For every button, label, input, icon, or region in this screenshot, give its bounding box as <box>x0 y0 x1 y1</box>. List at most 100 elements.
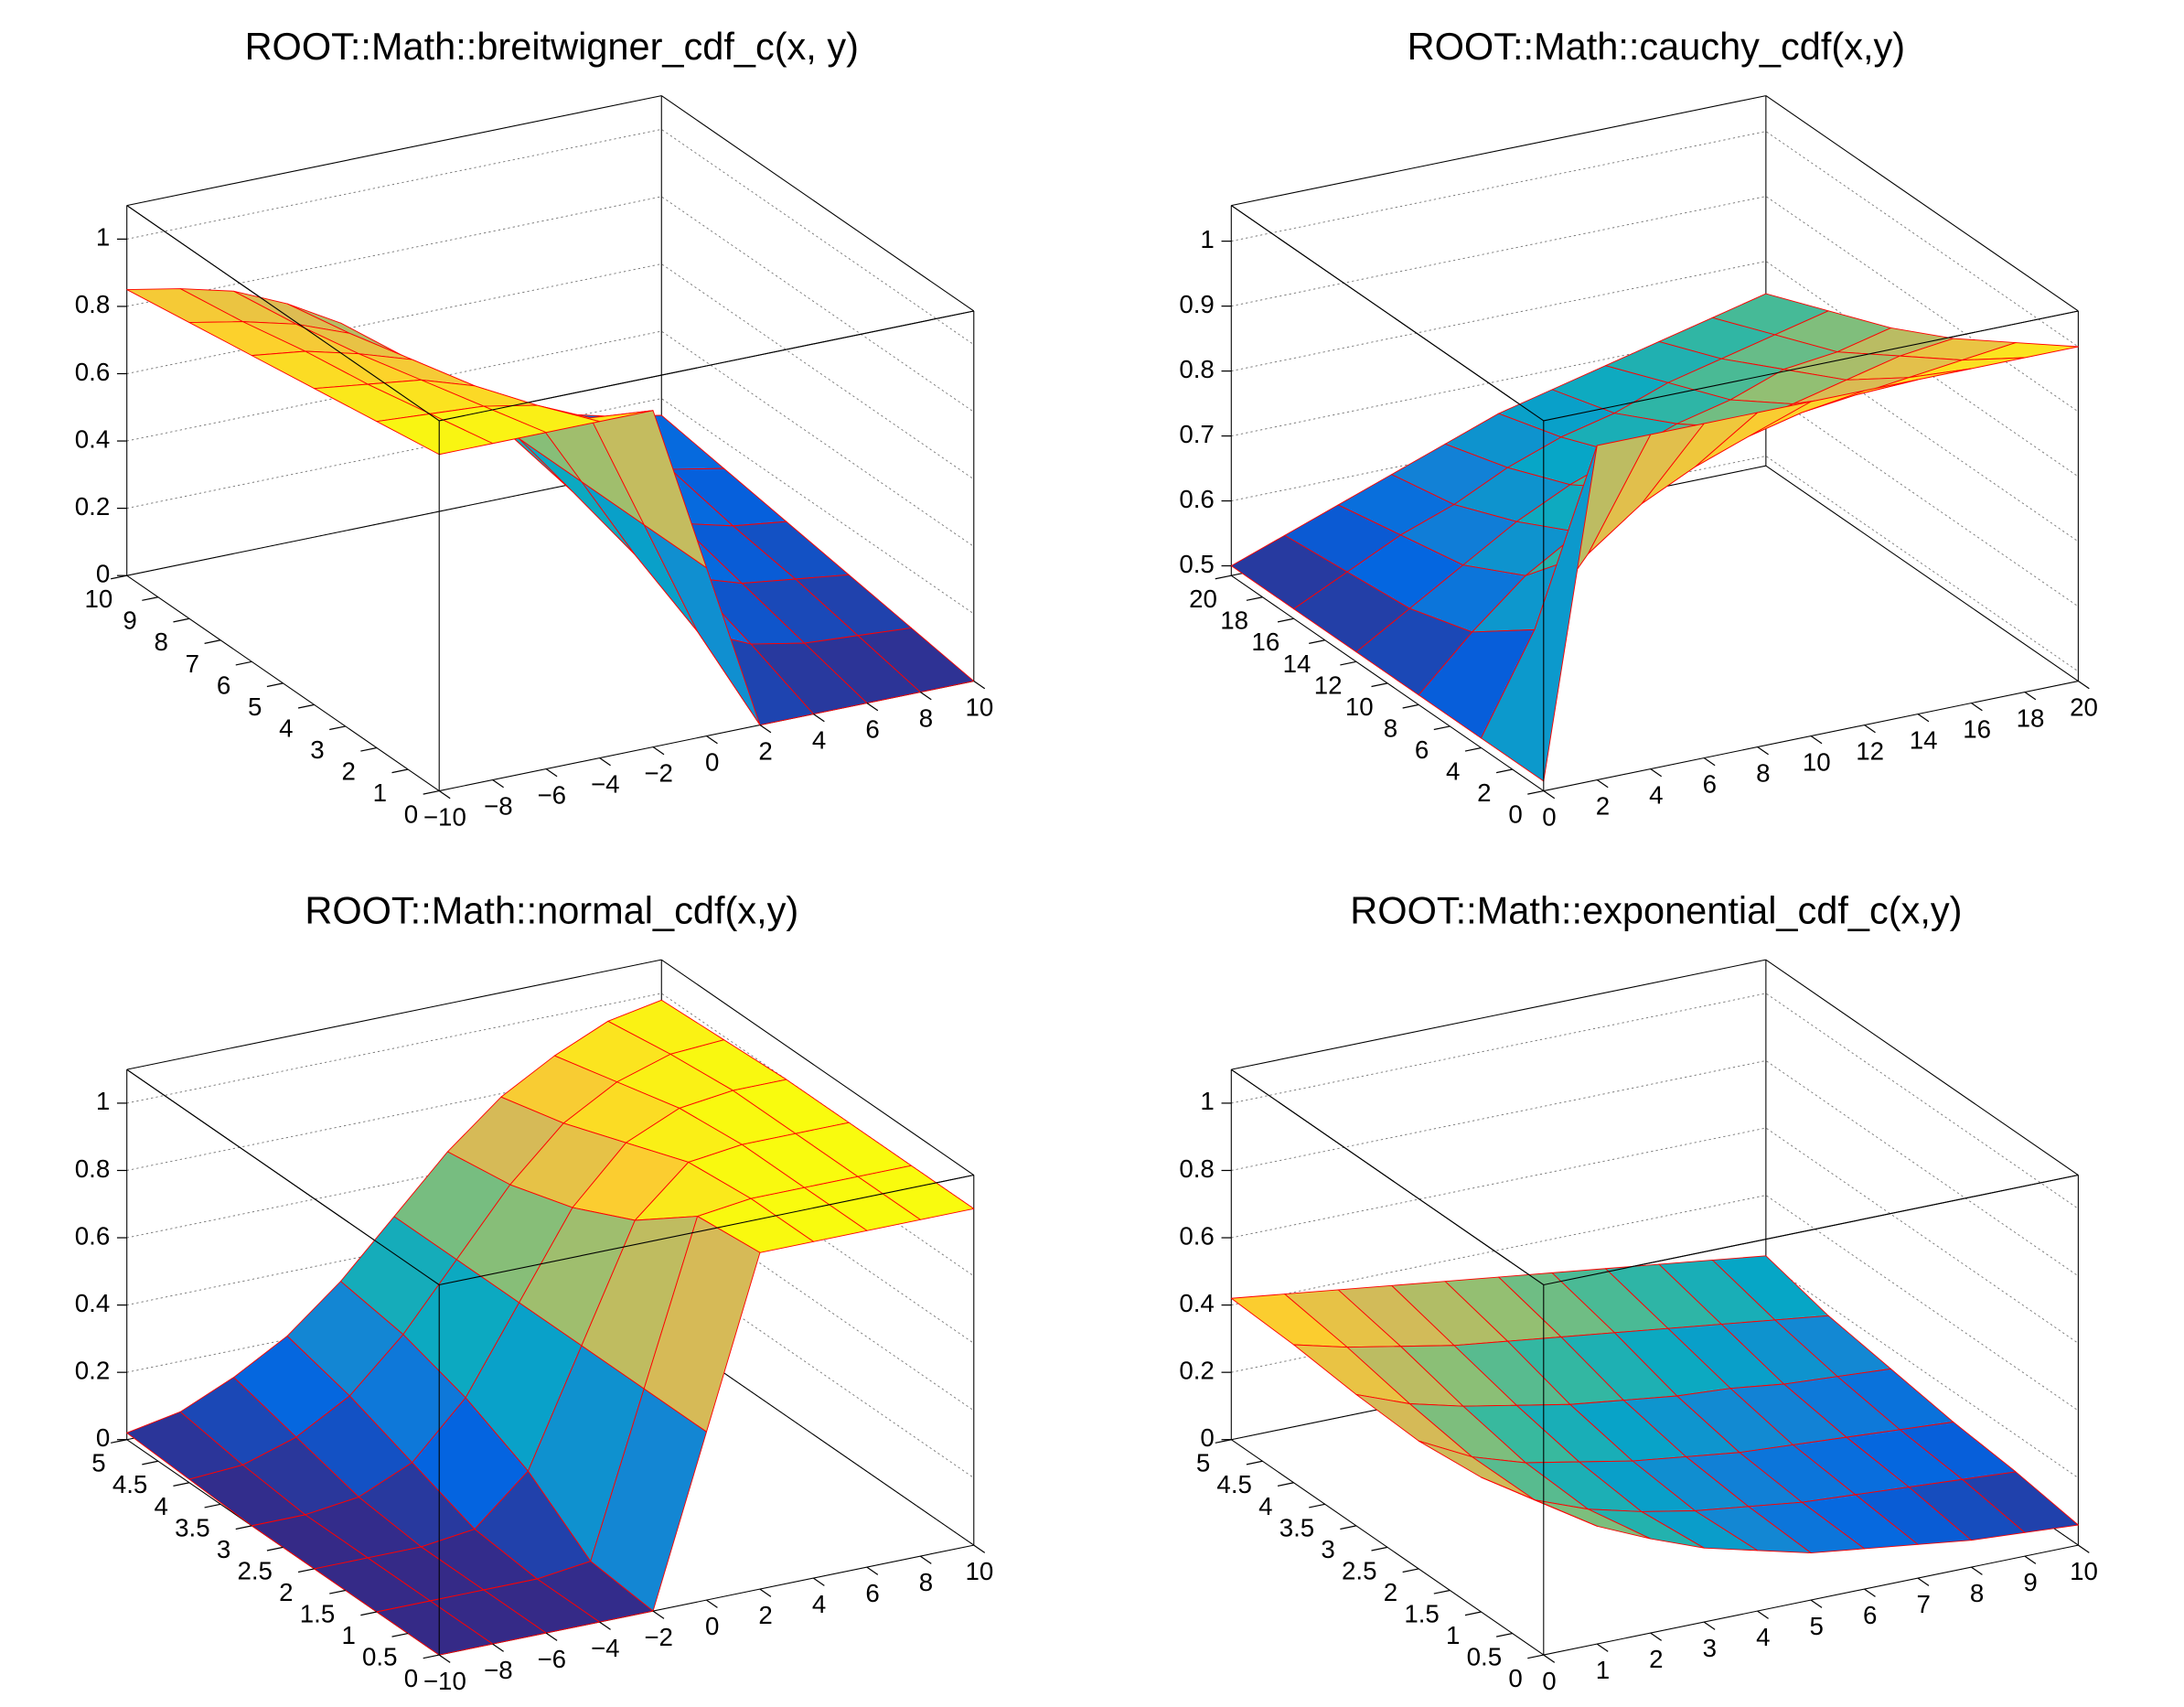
x-tick <box>545 1632 558 1641</box>
y-tick-label: 2 <box>279 1578 293 1606</box>
y-tick <box>111 1439 127 1444</box>
y-tick-label: 0 <box>1508 1664 1522 1692</box>
x-tick <box>919 1555 932 1564</box>
y-tick <box>1246 596 1263 601</box>
x-tick <box>1543 1654 1556 1663</box>
z-tick-label: 0.4 <box>75 424 110 453</box>
z-tick-label: 0.8 <box>75 290 110 318</box>
box-edge <box>1230 1068 1545 1285</box>
x-tick <box>973 1544 986 1553</box>
x-tick-label: −8 <box>484 1656 513 1684</box>
x-tick-label: 6 <box>1703 770 1717 799</box>
y-tick-label: 4.5 <box>1216 1470 1252 1498</box>
x-tick-label: −10 <box>423 1667 466 1695</box>
y-tick <box>173 1482 190 1487</box>
chart-title: ROOT::Math::normal_cdf(x,y) <box>305 888 798 931</box>
x-tick-label: −4 <box>591 1634 620 1662</box>
y-tick <box>1527 1654 1544 1659</box>
x-tick <box>1757 1610 1769 1619</box>
y-tick <box>142 596 158 601</box>
y-tick <box>1371 682 1388 688</box>
y-tick-label: 5 <box>91 1449 105 1477</box>
surface-cell <box>1481 445 1598 782</box>
y-tick <box>173 617 190 623</box>
y-tick-label: 5 <box>248 692 262 721</box>
panel: ROOT::Math::exponential_cdf_c(x,y)00.20.… <box>1179 888 2098 1695</box>
x-tick-label: 2 <box>758 1601 772 1629</box>
y-tick <box>1527 789 1544 795</box>
x-tick <box>652 746 665 756</box>
chart-title: ROOT::Math::exponential_cdf_c(x,y) <box>1350 888 1962 931</box>
y-tick <box>1340 1525 1357 1530</box>
z-tick-label: 1 <box>1200 225 1214 253</box>
y-tick <box>360 1611 378 1616</box>
z-tick-label: 0.6 <box>1179 1221 1215 1250</box>
z-tick-label: 0.7 <box>1179 420 1215 448</box>
y-tick <box>1495 1632 1513 1637</box>
y-tick <box>1402 703 1419 709</box>
z-tick-label: 0.2 <box>1179 1356 1215 1384</box>
box-edge <box>439 1174 974 1286</box>
x-tick-label: 0 <box>1542 1667 1556 1695</box>
y-tick-label: 3.5 <box>1279 1513 1315 1541</box>
x-tick <box>866 1566 879 1575</box>
y-tick-label: 16 <box>1251 628 1279 656</box>
y-tick-label: 10 <box>85 585 113 613</box>
y-tick <box>204 639 221 644</box>
y-tick-label: 1.5 <box>1404 1599 1439 1627</box>
x-tick <box>919 692 932 701</box>
x-tick <box>1917 714 1930 723</box>
y-tick <box>1464 1611 1482 1616</box>
x-tick <box>492 1643 504 1652</box>
grid-line <box>1231 261 2079 478</box>
box-edge <box>126 1068 440 1285</box>
box-edge <box>1543 1174 2079 1286</box>
x-tick <box>759 725 772 734</box>
panel: ROOT::Math::breitwigner_cdf_c(x, y)00.20… <box>75 25 994 832</box>
x-tick <box>813 1577 825 1586</box>
y-tick-label: 20 <box>1189 585 1217 613</box>
x-tick-label: 12 <box>1856 737 1884 766</box>
y-tick-label: 0.5 <box>1467 1643 1503 1671</box>
box-edge <box>1765 465 2079 682</box>
y-tick <box>360 746 378 752</box>
x-tick-label: 6 <box>865 1579 879 1607</box>
grid-line <box>126 330 975 547</box>
y-tick <box>1495 768 1513 774</box>
box-edge <box>1231 95 1766 207</box>
y-tick <box>1433 725 1451 731</box>
x-tick <box>813 714 825 723</box>
y-tick-label: 12 <box>1314 671 1343 699</box>
x-tick <box>2078 1544 2090 1553</box>
x-tick <box>706 1599 718 1608</box>
chart-title: ROOT::Math::cauchy_cdf(x,y) <box>1408 25 1905 68</box>
grid-line <box>1231 1059 2079 1277</box>
x-tick-label: 7 <box>1916 1590 1930 1618</box>
x-tick-label: 0 <box>1542 803 1556 832</box>
y-tick <box>1215 1439 1232 1444</box>
y-tick <box>142 1460 158 1465</box>
x-tick <box>706 735 718 745</box>
x-tick-label: 10 <box>1803 748 1831 777</box>
x-tick-label: 6 <box>1863 1601 1877 1629</box>
box-edge <box>126 205 440 422</box>
panel: ROOT::Math::normal_cdf(x,y)0 0.2 0.4 0.6 0.8… <box>75 888 994 1695</box>
x-tick <box>438 790 451 800</box>
x-tick <box>1757 746 1769 756</box>
x-tick <box>1703 757 1716 767</box>
y-tick-label: 0 <box>404 1664 418 1692</box>
x-tick-label: 14 <box>1910 726 1938 755</box>
x-tick <box>1971 703 1983 712</box>
y-tick <box>235 660 252 666</box>
z-tick-label: 0 <box>1200 1423 1214 1452</box>
x-tick <box>1543 790 1556 800</box>
y-tick-label: 14 <box>1283 650 1311 678</box>
x-tick-label: 4 <box>1756 1623 1770 1651</box>
z-tick-label: 0.8 <box>75 1154 110 1183</box>
box-edge <box>1765 95 2079 312</box>
y-tick-label: 1.5 <box>300 1599 336 1627</box>
z-tick-label: 0.6 <box>75 1221 110 1250</box>
x-tick-label: 10 <box>966 693 994 722</box>
y-tick <box>1277 1482 1294 1487</box>
x-tick <box>1650 768 1663 778</box>
